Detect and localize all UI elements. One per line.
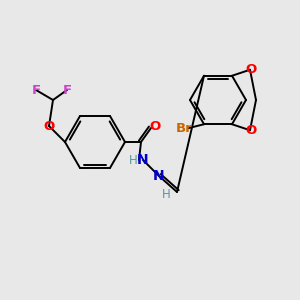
Text: N: N <box>153 169 165 183</box>
Text: O: O <box>245 124 256 137</box>
Text: O: O <box>149 121 161 134</box>
Text: H: H <box>129 154 137 167</box>
Text: H: H <box>162 188 170 202</box>
Text: O: O <box>245 63 256 76</box>
Text: O: O <box>44 119 55 133</box>
Text: F: F <box>62 83 72 97</box>
Text: F: F <box>32 83 40 97</box>
Text: Br: Br <box>176 122 192 135</box>
Text: N: N <box>137 153 149 167</box>
